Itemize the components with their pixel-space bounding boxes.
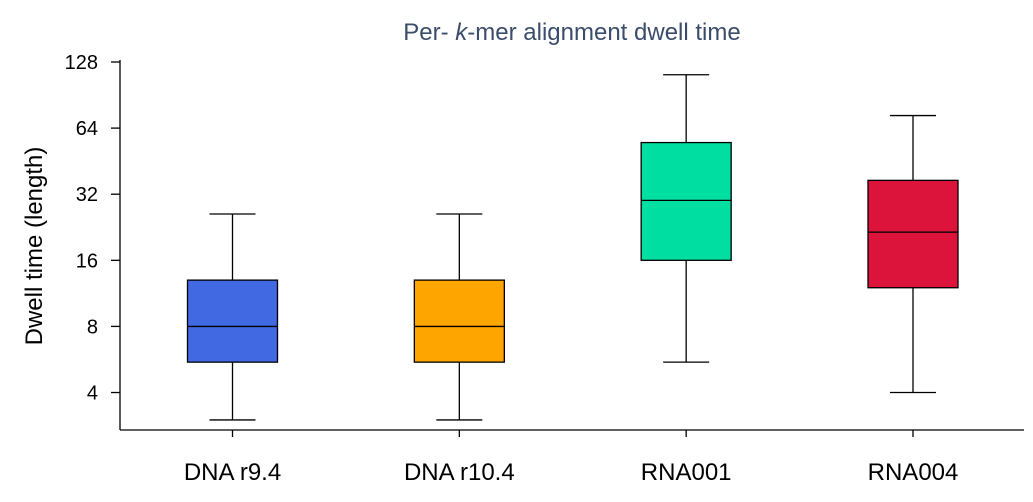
title-prefix: Per- (403, 19, 455, 46)
y-tick-label: 16 (76, 250, 98, 272)
box-group (186, 213, 279, 421)
box-iqr (640, 141, 732, 261)
x-tick-label: DNA r9.4 (184, 459, 281, 486)
x-ticks: DNA r9.4 DNA r10.4 RNA001 RNA004 (184, 430, 959, 486)
y-tick-label: 64 (76, 118, 98, 140)
x-tick-label: RNA004 (868, 459, 959, 486)
x-tick-label: RNA001 (641, 459, 732, 486)
box-iqr (186, 279, 279, 363)
y-axis-label: Dwell time (length) (21, 147, 48, 346)
y-ticks: 4 8 16 32 64 128 (65, 52, 120, 405)
y-tick-label: 4 (87, 383, 98, 405)
box-iqr (867, 179, 959, 289)
y-tick-label: 128 (65, 52, 98, 74)
box-group (413, 213, 505, 421)
y-tick-label: 8 (87, 316, 98, 338)
x-tick-label: DNA r10.4 (404, 459, 515, 486)
box-group (640, 74, 732, 363)
title-suffix: -mer alignment dwell time (467, 19, 740, 46)
boxes (186, 74, 959, 421)
y-tick-label: 32 (76, 184, 98, 206)
title-k-italic: k (455, 19, 469, 46)
box-iqr (413, 279, 505, 363)
box-group (867, 114, 959, 394)
chart-title: Per- k-mer alignment dwell time (403, 19, 740, 46)
